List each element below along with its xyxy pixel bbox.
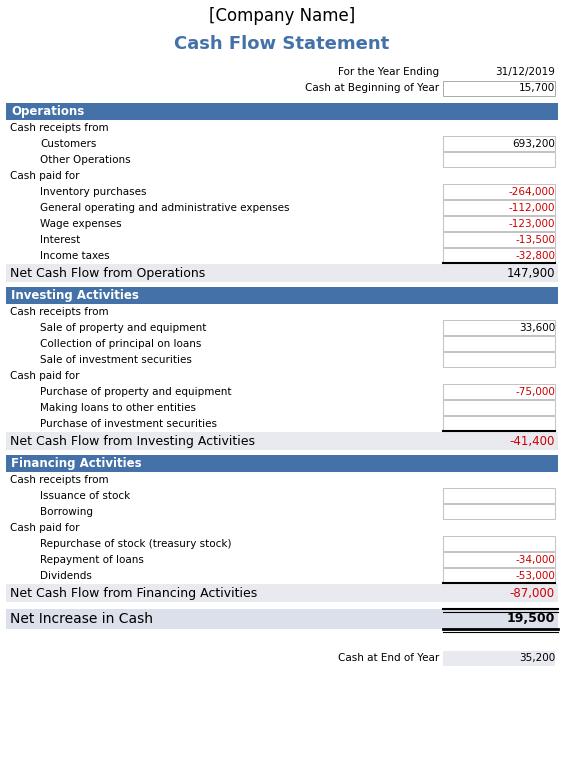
Text: Dividends: Dividends bbox=[40, 571, 92, 581]
Bar bbox=[443, 81, 555, 96]
Bar bbox=[443, 352, 555, 367]
Text: Issuance of stock: Issuance of stock bbox=[40, 491, 130, 501]
Bar bbox=[443, 320, 555, 335]
Text: General operating and administrative expenses: General operating and administrative exp… bbox=[40, 203, 289, 213]
Text: Cash paid for: Cash paid for bbox=[10, 523, 80, 533]
Text: Net Cash Flow from Operations: Net Cash Flow from Operations bbox=[10, 266, 205, 279]
Text: Customers: Customers bbox=[40, 139, 96, 149]
Text: Cash receipts from: Cash receipts from bbox=[10, 475, 109, 485]
Text: Net Increase in Cash: Net Increase in Cash bbox=[10, 612, 153, 626]
Bar bbox=[443, 400, 555, 415]
Text: Purchase of property and equipment: Purchase of property and equipment bbox=[40, 387, 231, 397]
Text: -13,500: -13,500 bbox=[515, 235, 555, 245]
Bar bbox=[443, 184, 555, 199]
Text: 31/12/2019: 31/12/2019 bbox=[495, 67, 555, 77]
Text: -34,000: -34,000 bbox=[515, 555, 555, 565]
Text: Operations: Operations bbox=[11, 105, 84, 118]
Text: Other Operations: Other Operations bbox=[40, 155, 131, 165]
Text: Net Cash Flow from Investing Activities: Net Cash Flow from Investing Activities bbox=[10, 434, 255, 447]
Text: -75,000: -75,000 bbox=[515, 387, 555, 397]
Bar bbox=[443, 232, 555, 247]
Bar bbox=[443, 536, 555, 551]
Bar bbox=[443, 336, 555, 351]
Text: Cash receipts from: Cash receipts from bbox=[10, 123, 109, 133]
Bar bbox=[6, 287, 558, 304]
Text: 147,900: 147,900 bbox=[506, 266, 555, 279]
Text: Wage expenses: Wage expenses bbox=[40, 219, 122, 229]
Text: 19,500: 19,500 bbox=[506, 612, 555, 625]
Text: -264,000: -264,000 bbox=[509, 187, 555, 197]
Text: For the Year Ending: For the Year Ending bbox=[338, 67, 439, 77]
Text: Cash paid for: Cash paid for bbox=[10, 171, 80, 181]
Text: Financing Activities: Financing Activities bbox=[11, 457, 142, 470]
Text: 35,200: 35,200 bbox=[519, 653, 555, 663]
Text: Sale of investment securities: Sale of investment securities bbox=[40, 355, 192, 365]
Bar bbox=[443, 216, 555, 231]
Text: Cash at Beginning of Year: Cash at Beginning of Year bbox=[305, 83, 439, 93]
Text: 15,700: 15,700 bbox=[519, 83, 555, 93]
Text: Net Cash Flow from Financing Activities: Net Cash Flow from Financing Activities bbox=[10, 587, 257, 600]
Text: Collection of principal on loans: Collection of principal on loans bbox=[40, 339, 201, 349]
Bar bbox=[443, 384, 555, 399]
Text: [Company Name]: [Company Name] bbox=[209, 7, 355, 25]
Text: Income taxes: Income taxes bbox=[40, 251, 109, 261]
Bar bbox=[443, 152, 555, 167]
Text: Inventory purchases: Inventory purchases bbox=[40, 187, 147, 197]
Text: Purchase of investment securities: Purchase of investment securities bbox=[40, 419, 217, 429]
Bar bbox=[6, 264, 558, 282]
Text: -41,400: -41,400 bbox=[510, 434, 555, 447]
Text: 33,600: 33,600 bbox=[519, 323, 555, 333]
Text: Investing Activities: Investing Activities bbox=[11, 289, 139, 302]
Bar bbox=[443, 200, 555, 215]
Bar bbox=[443, 248, 555, 263]
Text: 693,200: 693,200 bbox=[512, 139, 555, 149]
Text: Borrowing: Borrowing bbox=[40, 507, 93, 517]
Text: Making loans to other entities: Making loans to other entities bbox=[40, 403, 196, 413]
Text: Repayment of loans: Repayment of loans bbox=[40, 555, 144, 565]
Bar bbox=[6, 584, 558, 602]
Bar bbox=[443, 488, 555, 503]
Text: -112,000: -112,000 bbox=[509, 203, 555, 213]
Bar bbox=[443, 504, 555, 519]
Bar bbox=[6, 432, 558, 450]
Bar bbox=[6, 455, 558, 472]
Bar bbox=[6, 609, 558, 629]
Bar bbox=[443, 651, 555, 666]
Bar bbox=[6, 103, 558, 120]
Bar bbox=[443, 136, 555, 151]
Text: Cash receipts from: Cash receipts from bbox=[10, 307, 109, 317]
Text: -123,000: -123,000 bbox=[509, 219, 555, 229]
Text: Repurchase of stock (treasury stock): Repurchase of stock (treasury stock) bbox=[40, 539, 231, 549]
Text: -32,800: -32,800 bbox=[515, 251, 555, 261]
Text: -53,000: -53,000 bbox=[515, 571, 555, 581]
Text: -87,000: -87,000 bbox=[510, 587, 555, 600]
Bar bbox=[443, 552, 555, 567]
Bar bbox=[443, 568, 555, 583]
Text: Sale of property and equipment: Sale of property and equipment bbox=[40, 323, 206, 333]
Text: Cash paid for: Cash paid for bbox=[10, 371, 80, 381]
Bar bbox=[443, 416, 555, 431]
Text: Cash at End of Year: Cash at End of Year bbox=[338, 653, 439, 663]
Text: Interest: Interest bbox=[40, 235, 80, 245]
Text: Cash Flow Statement: Cash Flow Statement bbox=[174, 35, 390, 53]
